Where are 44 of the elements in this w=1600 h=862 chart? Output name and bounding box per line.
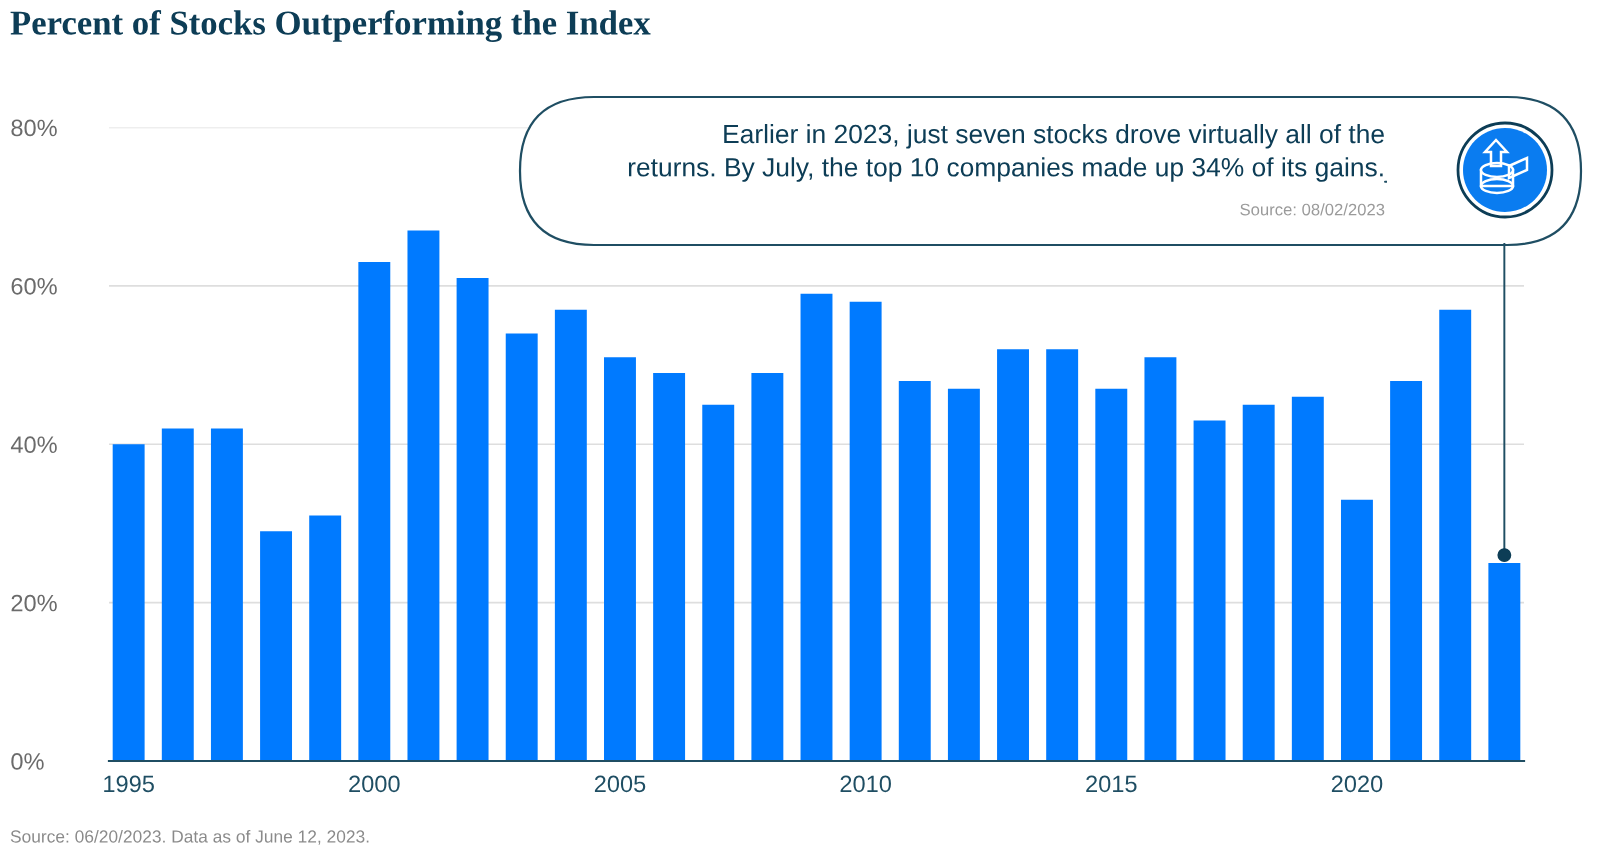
bar <box>1046 349 1079 761</box>
bar <box>1439 309 1472 761</box>
bar <box>1193 420 1226 761</box>
y-tick-label: 80% <box>11 119 57 137</box>
chart-title: Percent of Stocks Outperforming the Index <box>10 9 651 43</box>
bar <box>260 531 293 761</box>
bar <box>505 333 538 761</box>
bar <box>997 349 1029 761</box>
bar <box>358 262 391 761</box>
bar <box>210 428 243 761</box>
bar <box>1095 388 1128 761</box>
bar <box>1390 380 1423 761</box>
annotation: Earlier in 2023, just seven stocks drove virtually all of the returns. By July, the top 10 companies made up 34% of its gains. <box>628 124 1384 182</box>
bar <box>1488 563 1521 761</box>
bar <box>800 293 833 761</box>
bar <box>1291 396 1324 761</box>
bar <box>849 301 882 761</box>
bar <box>407 230 440 761</box>
bar <box>947 388 980 761</box>
bar <box>702 404 735 761</box>
bar <box>653 372 686 761</box>
x-tick-label: 1995 <box>104 775 154 793</box>
bar <box>112 444 145 761</box>
bar <box>1242 404 1275 761</box>
y-tick-label: 40% <box>10 436 57 454</box>
bar <box>309 515 342 761</box>
bar <box>456 277 489 761</box>
bar <box>604 357 636 761</box>
y-tick-label: 60% <box>11 277 57 295</box>
x-tick-label: 2000 <box>349 775 400 793</box>
bar <box>161 428 194 761</box>
bar <box>554 309 587 761</box>
y-tick-label: 0% <box>11 753 44 770</box>
bar <box>1144 357 1177 761</box>
bar <box>1340 499 1373 761</box>
x-tick-label: 2005 <box>594 775 646 793</box>
y-tick-label: 20% <box>11 594 57 612</box>
x-tick-label: 2020 <box>1331 775 1383 793</box>
bar <box>898 380 931 761</box>
source-note: Source: 06/20/2023. Data as of June 12, 2023. <box>10 829 369 845</box>
x-tick-label: 2015 <box>1086 775 1137 793</box>
bar <box>751 372 784 761</box>
x-tick-label: 2010 <box>840 775 891 793</box>
annotation: Source: 08/02/2023 <box>1240 203 1385 216</box>
